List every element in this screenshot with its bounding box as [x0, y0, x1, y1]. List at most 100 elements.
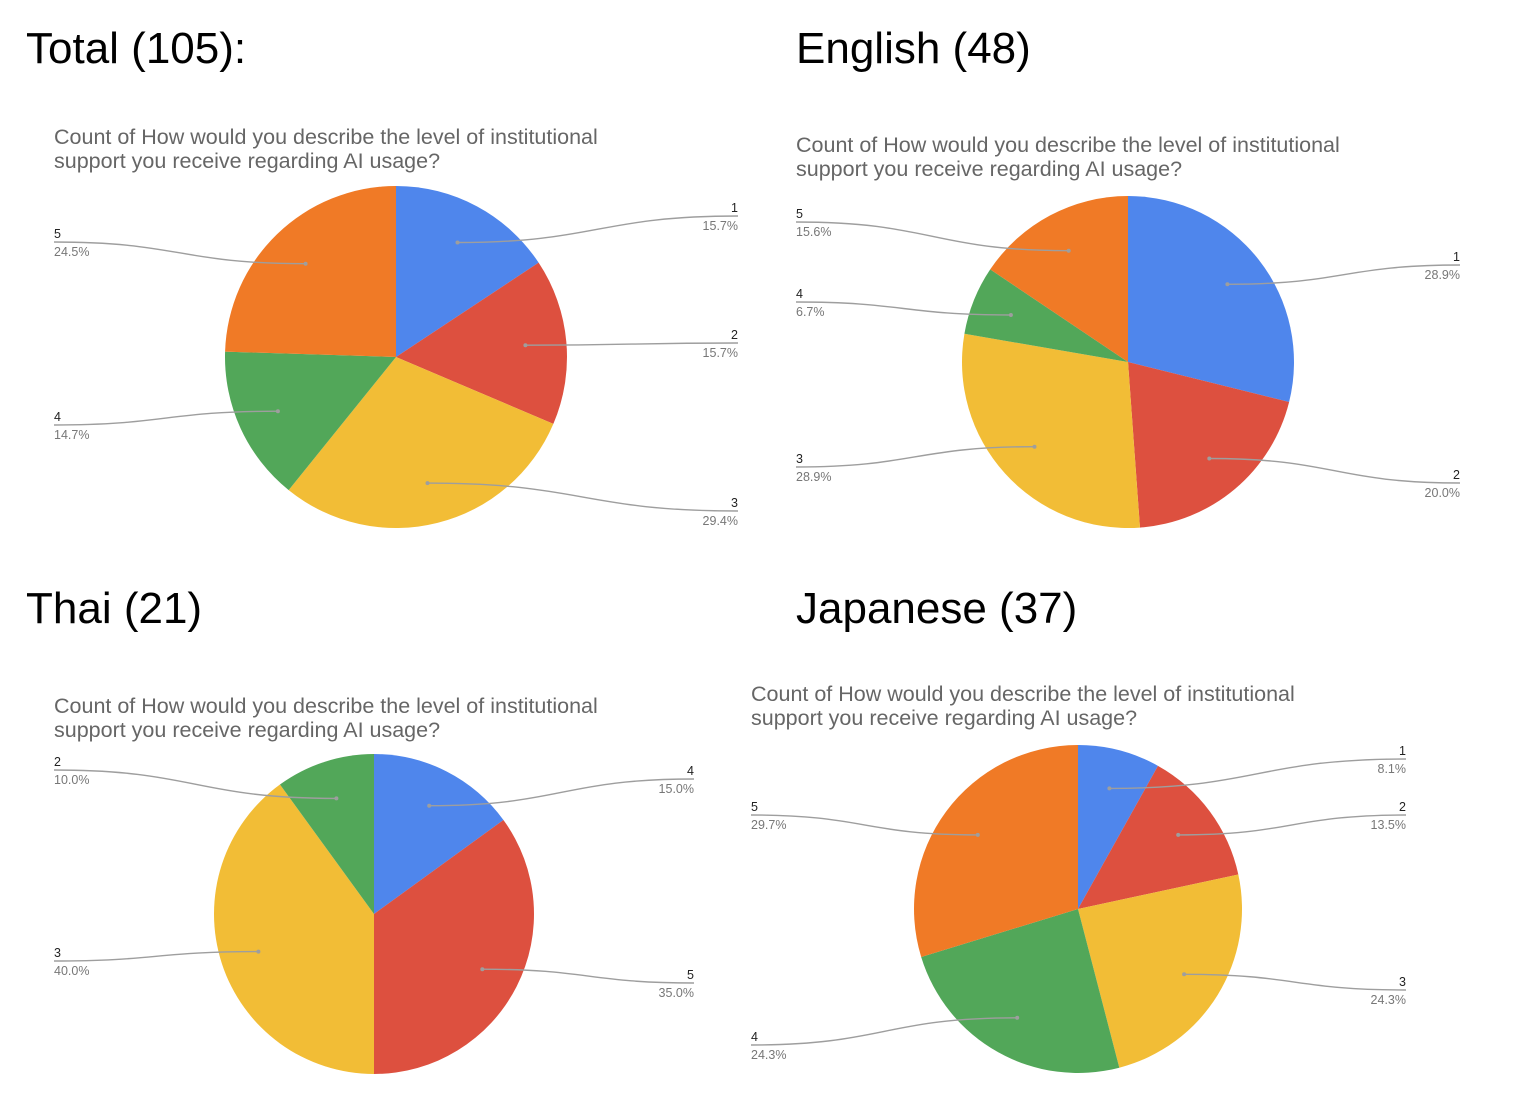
leader-dot-total-4 — [275, 409, 280, 414]
leader-dot-english-1 — [1225, 282, 1230, 287]
chart-title-thai: Count of How would you describe the leve… — [54, 694, 598, 742]
leader-dot-japanese-4 — [1015, 1015, 1020, 1020]
leader-line-total-2 — [525, 342, 739, 346]
slice-percent-total-5: 24.5% — [54, 245, 89, 259]
slice-percent-thai-5: 35.0% — [659, 986, 694, 1000]
leader-line-english-1 — [1227, 264, 1461, 285]
chart-title-total: Count of How would you describe the leve… — [54, 125, 598, 173]
slice-percent-japanese-1: 8.1% — [1378, 762, 1407, 776]
slice-label-total-4: 4 — [54, 410, 61, 424]
slice-label-english-1: 1 — [1453, 250, 1460, 264]
chart-title-japanese: Count of How would you describe the leve… — [751, 682, 1295, 730]
slice-percent-japanese-2: 13.5% — [1371, 818, 1406, 832]
leader-dot-english-4 — [1008, 313, 1013, 317]
pie-slice-english-4 — [964, 269, 1128, 362]
pie-slice-total-2 — [396, 262, 567, 424]
slice-label-thai-5: 5 — [687, 968, 694, 982]
leader-dot-thai-2 — [334, 796, 339, 801]
slice-label-total-3: 3 — [731, 496, 738, 510]
leader-line-thai-2 — [53, 769, 337, 800]
pie-slice-thai-4 — [374, 754, 504, 914]
leader-dot-total-1 — [455, 240, 460, 245]
pie-slice-english-2 — [1128, 362, 1290, 528]
leader-line-english-2 — [1209, 457, 1461, 484]
leader-line-total-4 — [53, 410, 278, 426]
panel-heading-english: English (48) — [796, 24, 1031, 73]
leader-line-japanese-2 — [1178, 814, 1407, 836]
leader-line-japanese-5 — [750, 814, 978, 836]
slice-label-japanese-4: 4 — [751, 1030, 758, 1044]
leader-line-japanese-1 — [1109, 758, 1407, 790]
slice-percent-total-3: 29.4% — [703, 514, 738, 528]
pie-slice-total-4 — [224, 351, 396, 491]
slice-label-total-5: 5 — [54, 227, 61, 241]
pie-chart-thai: 4 15.0% 5 35.0% 3 40.0% 2 10.0% — [53, 754, 695, 1074]
slice-label-japanese-2: 2 — [1399, 800, 1406, 814]
chart-title-english: Count of How would you describe the leve… — [796, 133, 1340, 181]
panel-heading-total: Total (105): — [26, 24, 247, 73]
slice-label-english-4: 4 — [796, 287, 803, 301]
slice-percent-english-3: 28.9% — [796, 470, 831, 484]
pie-slice-english-3 — [961, 333, 1140, 529]
pie-slice-japanese-1 — [1078, 745, 1158, 909]
slice-label-total-2: 2 — [731, 328, 738, 342]
leader-line-japanese-3 — [1184, 973, 1407, 991]
pie-chart-english: 1 28.9% 2 20.0% 3 28.9% 4 6.7% 5 15.6% — [795, 196, 1461, 529]
slice-label-japanese-1: 1 — [1399, 744, 1406, 758]
leader-line-total-3 — [427, 482, 739, 512]
leader-line-thai-5 — [482, 968, 695, 984]
leader-dot-english-5 — [1066, 248, 1071, 253]
slice-label-english-5: 5 — [796, 207, 803, 221]
slice-label-thai-4: 4 — [687, 764, 694, 778]
leader-line-thai-4 — [429, 778, 695, 807]
slice-percent-japanese-3: 24.3% — [1371, 993, 1406, 1007]
chart-panel-japanese: Japanese (37) Count of How would you des… — [720, 560, 1518, 1108]
pie-slice-english-5 — [990, 196, 1128, 362]
leader-dot-english-2 — [1207, 456, 1212, 461]
slice-percent-thai-3: 40.0% — [54, 964, 89, 978]
slice-label-japanese-3: 3 — [1399, 975, 1406, 989]
leader-dot-thai-5 — [480, 967, 485, 972]
leader-line-english-4 — [795, 301, 1011, 316]
leader-dot-japanese-2 — [1176, 832, 1181, 837]
leader-line-japanese-4 — [750, 1017, 1018, 1046]
leader-dot-thai-3 — [256, 949, 261, 954]
leader-line-total-5 — [53, 241, 306, 265]
slice-percent-japanese-4: 24.3% — [751, 1048, 786, 1062]
slice-label-english-2: 2 — [1453, 468, 1460, 482]
slice-percent-english-2: 20.0% — [1425, 486, 1460, 500]
slice-label-japanese-5: 5 — [751, 800, 758, 814]
leader-dot-japanese-3 — [1182, 972, 1187, 977]
slice-label-total-1: 1 — [731, 201, 738, 215]
slice-percent-total-1: 15.7% — [703, 219, 738, 233]
leader-line-english-3 — [795, 446, 1035, 468]
pie-slice-english-1 — [1128, 196, 1294, 402]
slice-percent-total-2: 15.7% — [703, 346, 738, 360]
pie-chart-total: 1 15.7% 2 15.7% 3 29.4% 4 14.7% 5 24.5% — [53, 185, 739, 529]
slice-percent-total-4: 14.7% — [54, 428, 89, 442]
leader-line-total-1 — [457, 215, 739, 244]
pie-slice-thai-5 — [374, 819, 535, 1074]
slice-label-thai-3: 3 — [54, 946, 61, 960]
panel-heading-japanese: Japanese (37) — [796, 584, 1078, 633]
pie-slice-thai-2 — [279, 754, 374, 914]
pie-slice-thai-3 — [213, 784, 374, 1074]
pie-slice-japanese-2 — [1078, 765, 1239, 909]
panel-heading-thai: Thai (21) — [26, 584, 203, 633]
pie-slice-japanese-3 — [1078, 874, 1243, 1068]
pie-slice-total-5 — [225, 185, 396, 357]
leader-dot-total-5 — [303, 261, 308, 266]
slice-percent-thai-4: 15.0% — [659, 782, 694, 796]
pie-slice-japanese-5 — [914, 745, 1078, 958]
chart-panel-english: English (48) Count of How would you desc… — [760, 0, 1518, 560]
pie-chart-japanese: 1 8.1% 2 13.5% 3 24.3% 4 24.3% 5 29.7% — [750, 744, 1407, 1073]
chart-panel-total: Total (105): Count of How would you desc… — [0, 0, 760, 560]
chart-panel-thai: Thai (21) Count of How would you describ… — [0, 560, 760, 1108]
pie-slice-total-1 — [396, 185, 539, 357]
leader-dot-english-3 — [1032, 444, 1037, 449]
slice-percent-english-5: 15.6% — [796, 225, 831, 239]
slice-label-english-3: 3 — [796, 452, 803, 466]
slice-percent-english-1: 28.9% — [1425, 268, 1460, 282]
pie-slice-japanese-4 — [921, 909, 1120, 1073]
leader-line-english-5 — [795, 221, 1069, 252]
